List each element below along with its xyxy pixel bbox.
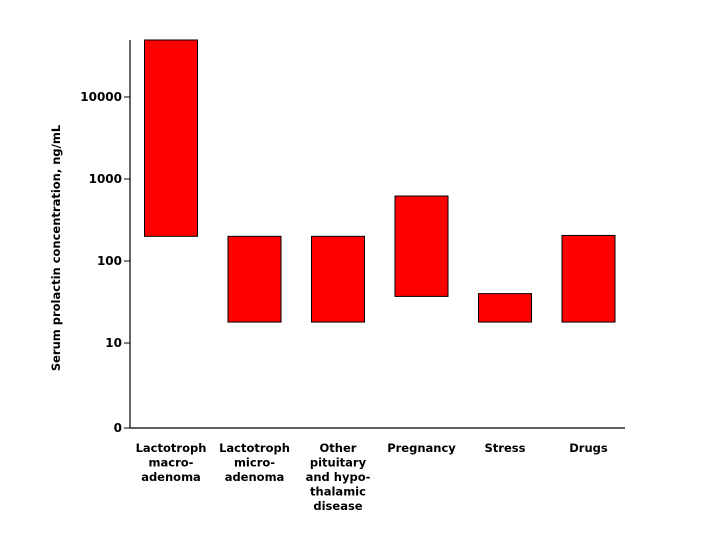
category-labels: Lactotroph macro-adenoma Lactotroph micro-a…	[136, 441, 608, 513]
range-bar	[478, 293, 532, 323]
y-tick-label: 0	[114, 421, 122, 435]
category-label: Lactotroph micro-adenoma	[219, 441, 290, 484]
axes	[129, 40, 625, 429]
range-bar	[561, 234, 616, 323]
range-bar	[227, 235, 282, 323]
category-label: Pregnancy	[387, 441, 456, 455]
category-label: Other pituitary and hypo-thalamic disease	[306, 441, 371, 513]
range-bar	[144, 39, 198, 237]
y-axis-title: Serum prolactin concentration, ng/mL	[49, 124, 63, 371]
range-bar	[311, 235, 365, 323]
y-tick-label: 1000	[89, 172, 122, 186]
bars	[144, 39, 616, 323]
y-ticks: 0 10 100 1000 10000	[80, 90, 130, 435]
range-bar	[394, 195, 449, 297]
y-tick-label: 10	[105, 336, 122, 350]
category-label: Lactotroph macro-adenoma	[136, 441, 207, 484]
y-tick-label: 10000	[80, 90, 122, 104]
y-tick-label: 100	[97, 254, 122, 268]
category-label: Drugs	[569, 441, 608, 455]
category-label: Stress	[485, 441, 526, 455]
